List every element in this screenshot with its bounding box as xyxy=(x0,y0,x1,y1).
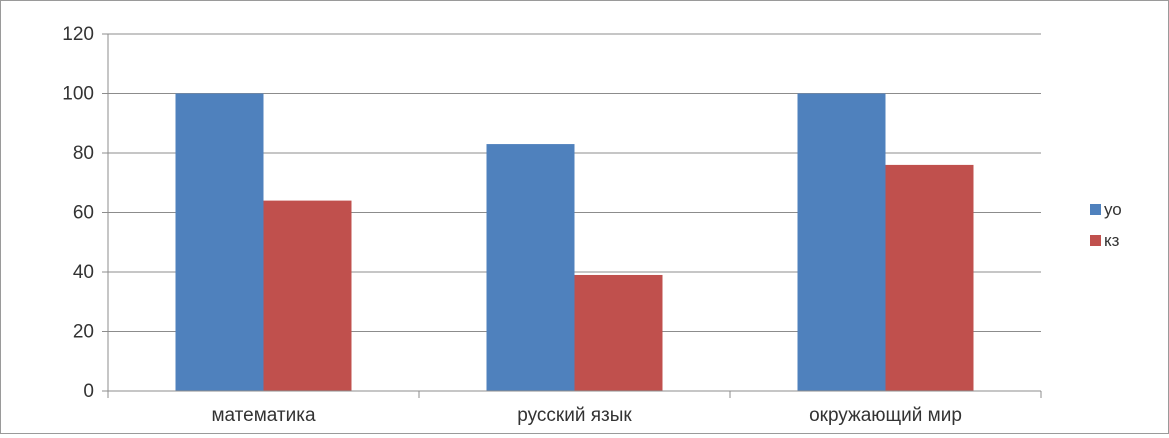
bar-uo xyxy=(175,93,264,391)
legend-label: уо xyxy=(1104,200,1122,219)
bar-kz xyxy=(885,164,974,391)
y-tick-label: 120 xyxy=(62,24,94,45)
x-category-label: окружающий мир xyxy=(809,405,962,426)
bar-uo xyxy=(797,93,886,391)
y-tick-label: 20 xyxy=(73,322,94,343)
axes xyxy=(102,33,1042,398)
x-category-labels: математика русский язык окружающий мир xyxy=(211,405,961,426)
x-category-label: русский язык xyxy=(517,405,632,426)
legend: уо кз xyxy=(1090,200,1122,250)
y-tick-label: 60 xyxy=(73,203,94,224)
y-tick-labels: 0 20 40 60 80 100 120 xyxy=(62,24,94,402)
bar-uo xyxy=(486,144,575,391)
y-tick-label: 0 xyxy=(83,381,94,402)
y-tick-label: 80 xyxy=(73,143,94,164)
x-category-label: математика xyxy=(211,405,316,426)
legend-label: кз xyxy=(1104,231,1120,250)
bar-kz xyxy=(263,200,352,391)
bars xyxy=(175,93,974,391)
bar-kz xyxy=(574,274,663,391)
legend-swatch xyxy=(1090,204,1101,215)
legend-swatch xyxy=(1090,235,1101,246)
y-tick-label: 40 xyxy=(73,262,94,283)
y-tick-label: 100 xyxy=(62,84,94,105)
